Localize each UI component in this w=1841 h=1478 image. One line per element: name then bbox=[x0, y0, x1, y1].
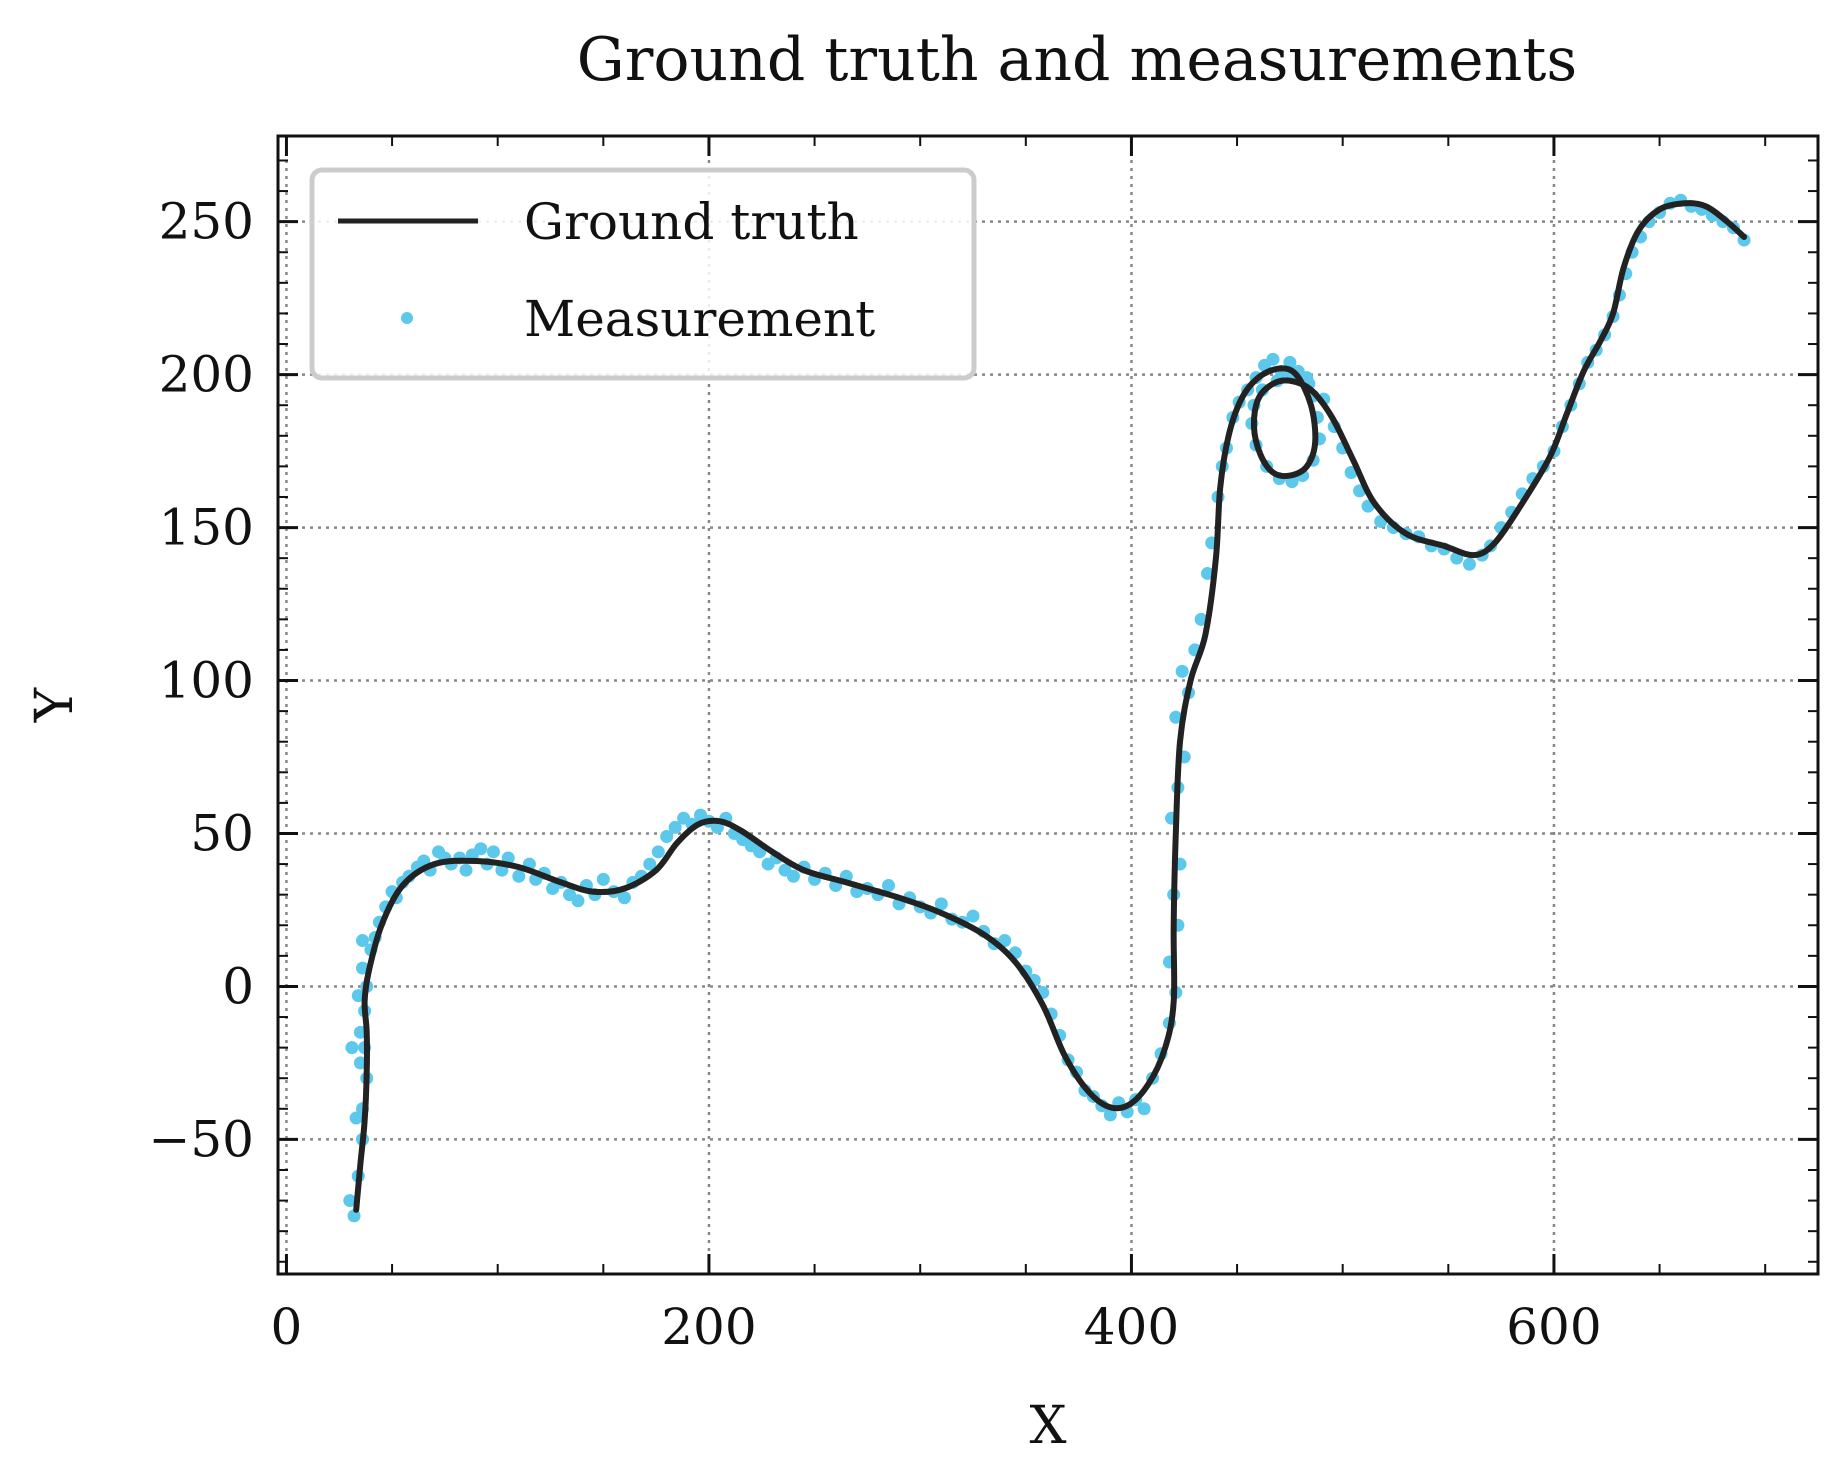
ground-truth-line bbox=[353, 200, 1748, 1213]
measurement-point bbox=[345, 1041, 359, 1055]
y-tick-label: −50 bbox=[148, 1110, 254, 1168]
measurement-point bbox=[882, 878, 896, 892]
axis-tick-labels: 0 200 400 600 −50 0 50 100 150 200 250 bbox=[148, 193, 1601, 1356]
legend: Ground truth Measurement bbox=[309, 167, 977, 381]
legend-entry-measurement: Measurement bbox=[524, 290, 875, 348]
measurement-point bbox=[966, 909, 980, 923]
measurement-point bbox=[998, 934, 1012, 948]
measurement-point bbox=[651, 845, 665, 859]
ground-truth-series bbox=[353, 200, 1748, 1213]
measurement-point bbox=[512, 869, 526, 883]
measurement-point bbox=[1103, 1108, 1117, 1122]
legend-dot-swatch bbox=[401, 312, 413, 324]
x-tick-label: 200 bbox=[661, 1298, 756, 1356]
measurement-point bbox=[571, 894, 585, 908]
y-tick-label: 250 bbox=[159, 193, 254, 251]
y-tick-label: 150 bbox=[159, 499, 254, 557]
measurement-point bbox=[1266, 352, 1280, 366]
x-tick-label: 600 bbox=[1506, 1298, 1601, 1356]
measurement-point bbox=[1175, 664, 1189, 678]
measurement-point bbox=[1200, 566, 1214, 580]
legend-entry-ground-truth: Ground truth bbox=[524, 193, 859, 251]
y-tick-label: 50 bbox=[190, 804, 254, 862]
measurement-point bbox=[343, 1194, 357, 1208]
measurement-point bbox=[1194, 612, 1208, 626]
x-tick-label: 0 bbox=[271, 1298, 303, 1356]
chart-title: Ground truth and measurements bbox=[577, 25, 1577, 95]
measurement-point bbox=[643, 857, 657, 871]
measurement-point bbox=[1462, 557, 1476, 571]
measurement-point bbox=[353, 1056, 367, 1070]
measurement-point bbox=[668, 820, 682, 834]
measurement-point bbox=[355, 934, 369, 948]
measurement-point bbox=[347, 1209, 361, 1223]
measurement-point bbox=[934, 897, 948, 911]
measurement-point bbox=[786, 869, 800, 883]
plot-frame bbox=[276, 134, 1820, 1276]
measurement-point bbox=[1283, 355, 1297, 369]
y-tick-label: 200 bbox=[159, 346, 254, 404]
measurement-point bbox=[596, 872, 610, 886]
measurement-point bbox=[1169, 710, 1183, 724]
measurement-point bbox=[459, 863, 473, 877]
measurement-point bbox=[486, 845, 500, 859]
y-axis-label: Y bbox=[25, 687, 85, 723]
y-tick-label: 0 bbox=[222, 957, 254, 1015]
measurement-point bbox=[351, 989, 365, 1003]
measurement-point bbox=[1137, 1102, 1151, 1116]
measurement-point bbox=[617, 891, 631, 905]
axis-ticks bbox=[278, 136, 1818, 1274]
measurement-point bbox=[474, 842, 488, 856]
measurement-point bbox=[660, 830, 674, 844]
x-tick-label: 400 bbox=[1084, 1298, 1179, 1356]
measurement-point bbox=[349, 1111, 363, 1125]
y-tick-label: 100 bbox=[159, 652, 254, 710]
x-axis-label: X bbox=[1029, 1396, 1066, 1456]
